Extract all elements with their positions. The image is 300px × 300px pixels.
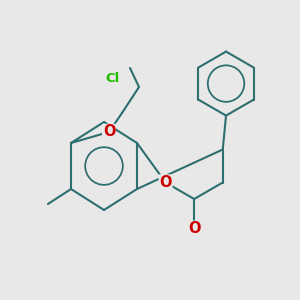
- Text: O: O: [159, 175, 172, 190]
- Text: O: O: [103, 124, 115, 140]
- Text: Cl: Cl: [106, 71, 120, 85]
- Text: O: O: [188, 221, 200, 236]
